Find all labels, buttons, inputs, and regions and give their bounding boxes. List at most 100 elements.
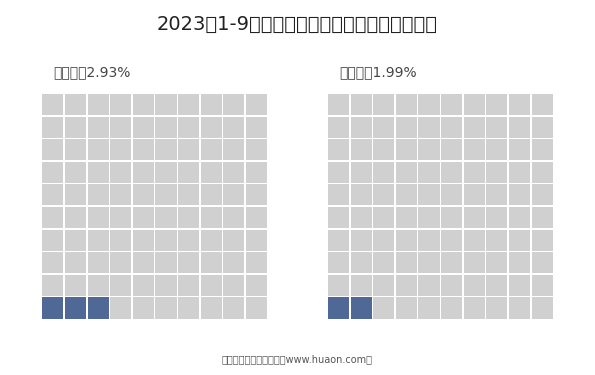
- Bar: [65, 117, 86, 138]
- Bar: [531, 230, 553, 251]
- Bar: [350, 139, 372, 160]
- Bar: [42, 139, 64, 160]
- Bar: [65, 252, 86, 273]
- Bar: [65, 207, 86, 228]
- Bar: [486, 94, 508, 115]
- Bar: [42, 117, 64, 138]
- Bar: [246, 230, 267, 251]
- Bar: [223, 207, 245, 228]
- Bar: [133, 162, 154, 183]
- Bar: [155, 162, 177, 183]
- Bar: [223, 184, 245, 206]
- Bar: [418, 94, 440, 115]
- Bar: [373, 297, 394, 318]
- Bar: [42, 207, 64, 228]
- Bar: [133, 94, 154, 115]
- Bar: [350, 252, 372, 273]
- Bar: [441, 297, 462, 318]
- Bar: [509, 207, 530, 228]
- Bar: [65, 275, 86, 296]
- Bar: [328, 275, 349, 296]
- Bar: [223, 117, 245, 138]
- Bar: [531, 252, 553, 273]
- Bar: [328, 117, 349, 138]
- Bar: [486, 252, 508, 273]
- Bar: [486, 230, 508, 251]
- Bar: [396, 230, 417, 251]
- Bar: [350, 275, 372, 296]
- Bar: [464, 230, 485, 251]
- Bar: [178, 252, 199, 273]
- Bar: [246, 275, 267, 296]
- Bar: [110, 297, 131, 318]
- Bar: [418, 207, 440, 228]
- Text: 2023年1-9月上海福彩及体彩销售额占全国比重: 2023年1-9月上海福彩及体彩销售额占全国比重: [157, 15, 438, 34]
- Bar: [441, 184, 462, 206]
- Bar: [246, 162, 267, 183]
- Bar: [223, 297, 245, 318]
- Bar: [373, 252, 394, 273]
- Bar: [396, 139, 417, 160]
- Bar: [328, 252, 349, 273]
- Bar: [464, 207, 485, 228]
- Bar: [155, 275, 177, 296]
- Bar: [246, 117, 267, 138]
- Bar: [441, 117, 462, 138]
- Bar: [486, 297, 508, 318]
- Bar: [178, 230, 199, 251]
- Bar: [328, 297, 349, 318]
- Bar: [531, 207, 553, 228]
- Bar: [178, 162, 199, 183]
- Bar: [201, 139, 222, 160]
- Bar: [464, 297, 485, 318]
- Bar: [133, 207, 154, 228]
- Bar: [223, 252, 245, 273]
- Bar: [155, 230, 177, 251]
- Bar: [486, 117, 508, 138]
- Bar: [373, 184, 394, 206]
- Bar: [418, 230, 440, 251]
- Bar: [531, 184, 553, 206]
- Bar: [486, 139, 508, 160]
- Bar: [464, 275, 485, 296]
- Bar: [396, 275, 417, 296]
- Bar: [87, 162, 109, 183]
- Bar: [396, 94, 417, 115]
- Bar: [223, 94, 245, 115]
- Bar: [486, 275, 508, 296]
- Bar: [509, 184, 530, 206]
- Bar: [178, 184, 199, 206]
- Bar: [178, 139, 199, 160]
- Bar: [246, 252, 267, 273]
- Bar: [178, 207, 199, 228]
- Bar: [87, 117, 109, 138]
- Bar: [396, 117, 417, 138]
- Bar: [42, 94, 64, 115]
- Bar: [42, 275, 64, 296]
- Bar: [464, 117, 485, 138]
- Bar: [133, 297, 154, 318]
- Bar: [246, 139, 267, 160]
- Bar: [178, 117, 199, 138]
- Bar: [133, 117, 154, 138]
- Bar: [486, 162, 508, 183]
- Bar: [223, 162, 245, 183]
- Bar: [201, 162, 222, 183]
- Bar: [201, 297, 222, 318]
- Bar: [441, 275, 462, 296]
- Bar: [441, 230, 462, 251]
- Bar: [155, 117, 177, 138]
- Bar: [418, 117, 440, 138]
- Bar: [328, 139, 349, 160]
- Bar: [65, 297, 86, 318]
- Bar: [350, 184, 372, 206]
- Bar: [133, 139, 154, 160]
- Bar: [396, 207, 417, 228]
- Bar: [201, 252, 222, 273]
- Bar: [155, 207, 177, 228]
- Bar: [531, 139, 553, 160]
- Bar: [396, 297, 417, 318]
- Bar: [418, 184, 440, 206]
- Bar: [110, 252, 131, 273]
- Text: 制图：华经产业研究院（www.huaon.com）: 制图：华经产业研究院（www.huaon.com）: [222, 354, 373, 364]
